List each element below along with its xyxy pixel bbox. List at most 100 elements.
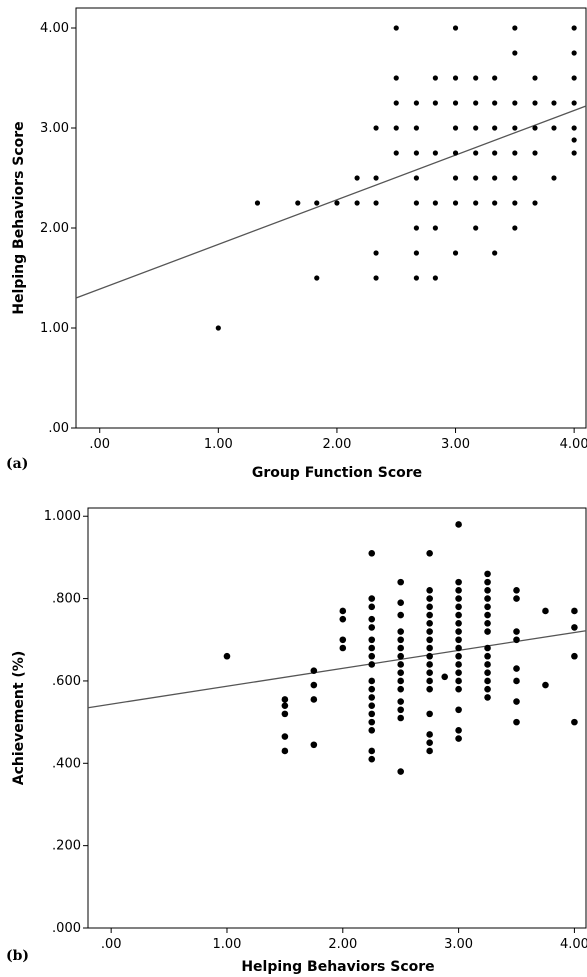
data-point-a bbox=[572, 50, 577, 55]
data-point-b bbox=[224, 653, 231, 660]
data-point-a bbox=[532, 150, 537, 155]
data-point-b bbox=[397, 768, 404, 775]
data-point-a bbox=[512, 100, 517, 105]
data-point-a bbox=[512, 125, 517, 130]
data-point-a bbox=[473, 125, 478, 130]
data-point-b bbox=[455, 735, 462, 742]
data-point-b bbox=[311, 741, 318, 748]
data-point-a bbox=[453, 250, 458, 255]
data-point-a bbox=[314, 275, 319, 280]
x-tick-label-b: 1.00 bbox=[213, 937, 242, 952]
y-tick-label-a: 4.00 bbox=[40, 21, 69, 36]
data-point-a bbox=[512, 150, 517, 155]
data-point-a bbox=[473, 200, 478, 205]
data-point-b bbox=[571, 608, 578, 615]
data-point-b bbox=[513, 595, 520, 602]
data-point-b bbox=[368, 711, 375, 718]
data-point-b bbox=[282, 733, 289, 740]
y-tick-label-b: 1.000 bbox=[44, 509, 81, 524]
data-point-a bbox=[433, 150, 438, 155]
data-point-b bbox=[368, 653, 375, 660]
data-point-b bbox=[311, 696, 318, 703]
data-point-b bbox=[339, 608, 346, 615]
data-point-a bbox=[572, 125, 577, 130]
x-axis-title-a: Group Function Score bbox=[252, 465, 422, 481]
data-point-b bbox=[426, 669, 433, 676]
data-point-b bbox=[455, 587, 462, 594]
data-point-b bbox=[397, 686, 404, 693]
x-tick-label-b: 3.00 bbox=[444, 937, 473, 952]
y-axis-title-b: Achievement (%) bbox=[11, 651, 27, 785]
data-point-a bbox=[453, 150, 458, 155]
data-point-b bbox=[368, 756, 375, 763]
data-point-b bbox=[455, 686, 462, 693]
points-b bbox=[224, 521, 578, 775]
data-point-b bbox=[426, 661, 433, 668]
y-tick-label-b: .800 bbox=[52, 592, 81, 607]
panel-label-b: (b) bbox=[6, 948, 29, 964]
data-point-b bbox=[455, 612, 462, 619]
data-point-b bbox=[484, 620, 491, 627]
data-point-b bbox=[282, 696, 289, 703]
data-point-b bbox=[513, 587, 520, 594]
data-point-b bbox=[368, 604, 375, 611]
data-point-b bbox=[542, 682, 549, 689]
data-point-a bbox=[453, 175, 458, 180]
data-point-a bbox=[414, 175, 419, 180]
data-point-b bbox=[513, 698, 520, 705]
data-point-b bbox=[368, 694, 375, 701]
data-point-b bbox=[397, 706, 404, 713]
data-point-b bbox=[426, 612, 433, 619]
data-point-a bbox=[433, 225, 438, 230]
data-point-b bbox=[455, 620, 462, 627]
data-point-a bbox=[492, 75, 497, 80]
data-point-b bbox=[426, 645, 433, 652]
data-point-b bbox=[397, 612, 404, 619]
data-point-a bbox=[414, 225, 419, 230]
data-point-a bbox=[512, 200, 517, 205]
data-point-b bbox=[426, 731, 433, 738]
data-point-b bbox=[484, 604, 491, 611]
data-point-b bbox=[426, 739, 433, 746]
x-tick-label-b: 2.00 bbox=[328, 937, 357, 952]
data-point-b bbox=[484, 653, 491, 660]
data-point-b bbox=[282, 702, 289, 709]
panel-b: (b) Helping Behaviors Score Achievement … bbox=[6, 508, 587, 975]
fit-line-a bbox=[76, 106, 586, 298]
data-point-b bbox=[368, 748, 375, 755]
data-point-b bbox=[455, 579, 462, 586]
data-point-b bbox=[513, 678, 520, 685]
data-point-b bbox=[397, 669, 404, 676]
data-point-b bbox=[484, 571, 491, 578]
data-point-a bbox=[414, 125, 419, 130]
data-point-a bbox=[414, 200, 419, 205]
data-point-a bbox=[373, 125, 378, 130]
data-point-b bbox=[339, 636, 346, 643]
data-point-a bbox=[473, 225, 478, 230]
data-point-a bbox=[512, 225, 517, 230]
data-point-b bbox=[513, 636, 520, 643]
data-point-b bbox=[368, 686, 375, 693]
data-point-a bbox=[453, 125, 458, 130]
data-point-a bbox=[572, 75, 577, 80]
data-point-b bbox=[397, 628, 404, 635]
data-point-b bbox=[368, 595, 375, 602]
data-point-b bbox=[513, 665, 520, 672]
data-point-a bbox=[572, 100, 577, 105]
data-point-b bbox=[311, 667, 318, 674]
data-point-b bbox=[571, 653, 578, 660]
data-point-a bbox=[414, 100, 419, 105]
data-point-b bbox=[455, 661, 462, 668]
y-tick-label-a: 2.00 bbox=[40, 221, 69, 236]
data-point-a bbox=[433, 75, 438, 80]
data-point-b bbox=[397, 653, 404, 660]
y-tick-label-b: .400 bbox=[52, 756, 81, 771]
data-point-a bbox=[373, 275, 378, 280]
data-point-a bbox=[314, 200, 319, 205]
data-point-a bbox=[512, 25, 517, 30]
data-point-b bbox=[368, 636, 375, 643]
plot-area-b bbox=[88, 508, 586, 928]
data-point-a bbox=[394, 25, 399, 30]
data-point-b bbox=[441, 674, 448, 681]
